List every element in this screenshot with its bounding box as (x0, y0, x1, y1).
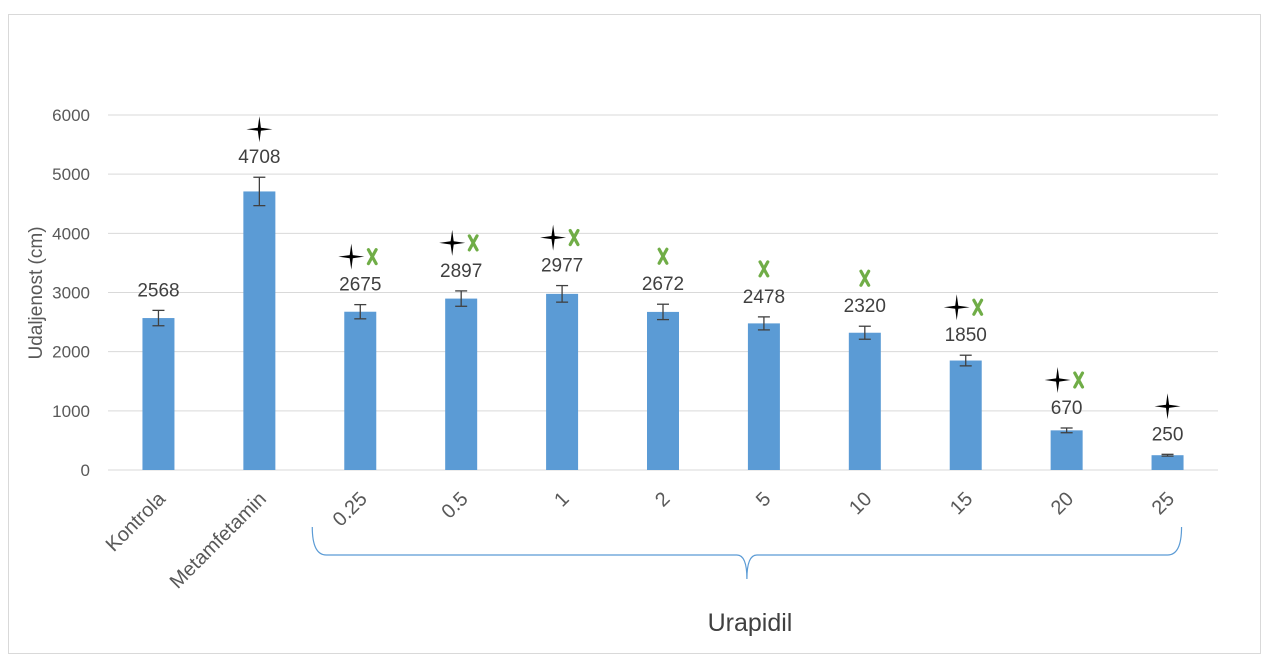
x-category-label: 0.5 (437, 488, 472, 523)
x-category-label: 10 (845, 488, 876, 519)
bar (1050, 430, 1083, 470)
data-label: 4708 (238, 147, 280, 168)
bar (344, 311, 377, 470)
x-category-label: Metamfetamin (166, 488, 271, 593)
star-marker (439, 229, 466, 256)
cross-marker (657, 247, 669, 265)
data-label: 2675 (339, 275, 381, 296)
bar (142, 318, 175, 470)
y-tick-label: 0 (81, 461, 90, 480)
x-category-label: 20 (1047, 488, 1078, 519)
data-label: 2977 (541, 256, 583, 277)
bar (445, 298, 478, 470)
star-marker (1044, 367, 1071, 393)
cross-marker (758, 260, 770, 278)
x-category-label: 1 (550, 488, 573, 511)
x-category-label: 0.25 (329, 488, 372, 531)
bar (949, 360, 982, 470)
data-label: 1850 (945, 325, 987, 346)
y-axis-title: Udaljenost (cm) (26, 226, 47, 359)
bars (142, 191, 1184, 470)
bar (1151, 455, 1184, 470)
data-label: 250 (1152, 424, 1184, 445)
cross-marker (467, 234, 479, 252)
data-label: 2320 (844, 296, 886, 317)
data-label: 2568 (137, 280, 179, 301)
star-marker (1154, 393, 1181, 420)
data-label: 2897 (440, 261, 482, 282)
bar (243, 191, 276, 470)
x-category-label: Kontrola (102, 487, 171, 556)
star-marker (246, 116, 273, 143)
urapidil-bracket (311, 526, 1183, 580)
y-tick-label: 4000 (52, 224, 90, 243)
star-marker (540, 224, 567, 251)
cross-marker (972, 298, 984, 316)
x-category-label: 25 (1148, 488, 1179, 519)
bar (747, 323, 780, 470)
bar (848, 332, 881, 470)
x-category-label: 15 (946, 488, 977, 519)
y-axis-ticks: 0 1000 2000 3000 4000 5000 6000 (52, 106, 90, 480)
cross-marker (1073, 371, 1085, 389)
x-category-label: 5 (752, 488, 775, 511)
star-marker (943, 294, 970, 321)
group-label: Urapidil (708, 609, 793, 637)
y-tick-label: 5000 (52, 165, 90, 184)
error-bars (152, 176, 1174, 457)
x-category-label: 2 (651, 488, 674, 511)
star-marker (338, 243, 365, 270)
y-tick-label: 1000 (52, 402, 90, 421)
cross-marker (366, 248, 378, 266)
data-label: 670 (1051, 398, 1083, 419)
data-label: 2478 (743, 287, 785, 308)
y-tick-label: 3000 (52, 284, 90, 303)
cross-marker (859, 269, 871, 287)
bracket-line (311, 526, 1183, 580)
y-tick-label: 6000 (52, 106, 90, 125)
cross-marker (568, 228, 580, 247)
significance-markers (246, 116, 1181, 420)
y-tick-label: 2000 (52, 343, 90, 362)
bar (546, 293, 579, 470)
data-label: 2672 (642, 274, 684, 295)
data-labels: 2568 4708 2675 2897 2977 2672 2478 2320 1850 670 2… (137, 147, 1183, 445)
gridlines (108, 114, 1218, 471)
bar (647, 311, 679, 470)
